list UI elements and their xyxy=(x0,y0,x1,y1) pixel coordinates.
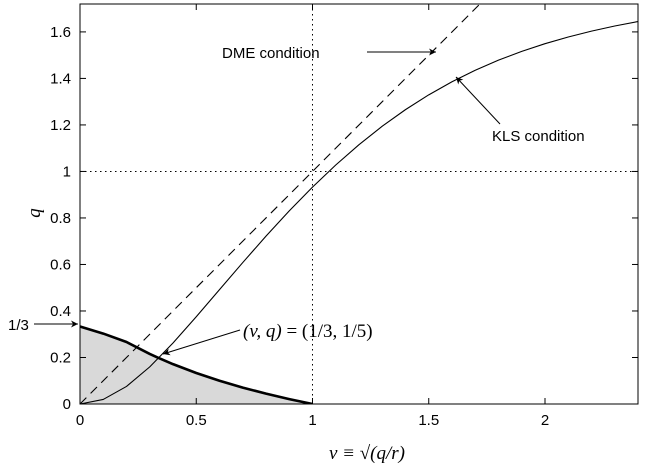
plot-area xyxy=(80,4,638,404)
axes: 0 0.5 1 1.5 2 0 0.2 0.4 0.6 0.8 1 1.2 1.4 1.6 xyxy=(50,3,639,429)
y-axis-title: q xyxy=(24,208,45,218)
x-axis-title: v ≡ √(q/r) xyxy=(329,443,405,464)
y-tick-label: 0.2 xyxy=(50,349,71,366)
point-annotation-arrow xyxy=(162,329,241,356)
annotations: DME condition KLS condition 1/3 (v, q) =… xyxy=(8,45,585,356)
x-tick-label: 1.5 xyxy=(418,412,439,429)
kls-annotation-label: KLS condition xyxy=(492,128,585,145)
x-tick-label: 0.5 xyxy=(186,412,207,429)
point-annotation-label: (v, q) = (1/3, 1/5) xyxy=(243,321,373,342)
boundary-series-line xyxy=(80,325,313,404)
point-annotation-lhs: (v, q) xyxy=(243,321,282,342)
point-annotation-eq: = xyxy=(282,321,302,342)
dme-annotation-label: DME condition xyxy=(222,45,320,62)
y-tick-label: 0.6 xyxy=(50,256,71,273)
y-tick-label: 1.4 xyxy=(50,70,71,87)
y-tick-label: 0.8 xyxy=(50,210,71,227)
shaded-region xyxy=(80,326,313,404)
y-tick-label: 0.4 xyxy=(50,303,71,320)
y-tick-label: 1.2 xyxy=(50,117,71,134)
x-tick-label: 2 xyxy=(541,412,549,429)
y-tick-label: 0 xyxy=(63,396,71,413)
point-annotation-rhs: (1/3, 1/5) xyxy=(302,321,373,342)
x-tick-label: 0 xyxy=(76,412,84,429)
plot-frame xyxy=(79,3,639,405)
dme-condition-series-line xyxy=(80,4,481,404)
y-tick-label: 1.6 xyxy=(50,24,71,41)
x-tick-label: 1 xyxy=(308,412,316,429)
axis-titles: q v ≡ √(q/r) xyxy=(24,208,405,464)
kls-annotation-arrow xyxy=(455,76,501,125)
one-third-annotation-label: 1/3 xyxy=(8,317,29,334)
kls-condition-series-line xyxy=(80,20,638,404)
y-tick-label: 1 xyxy=(63,163,71,180)
